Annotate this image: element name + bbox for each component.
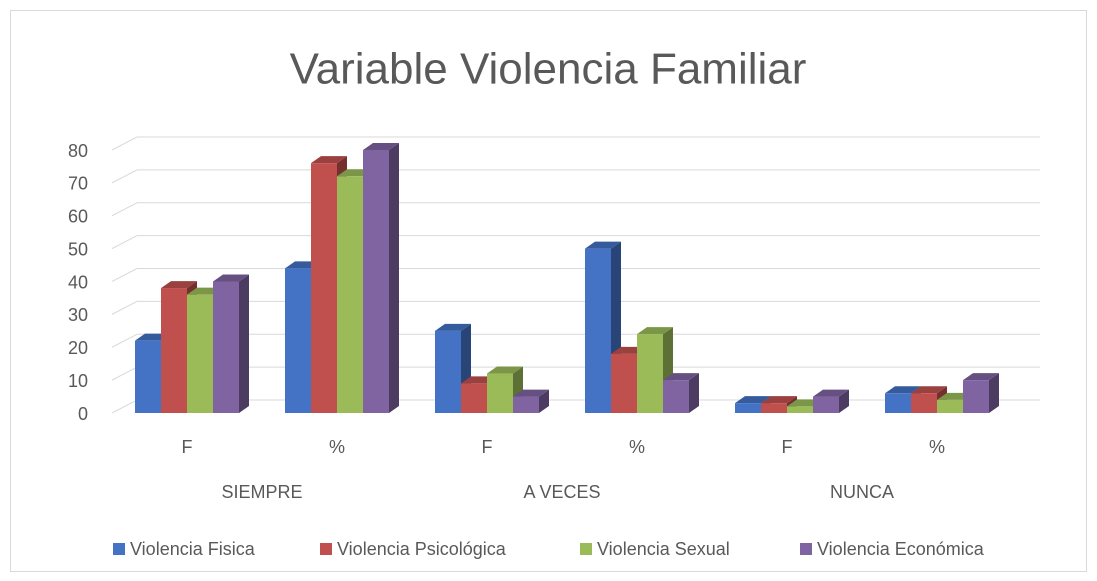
- bar-face: [435, 323, 471, 331]
- x-tick-label: %: [629, 437, 645, 457]
- bar-face: [213, 281, 239, 413]
- grid-line: [111, 333, 1040, 348]
- bar-face: [813, 396, 839, 413]
- bar: [963, 373, 999, 413]
- y-tick-label: 50: [68, 239, 88, 259]
- x-tick-label: F: [482, 437, 493, 457]
- bar-face: [135, 340, 161, 413]
- bar-face: [761, 403, 787, 413]
- bar-face: [611, 353, 637, 413]
- group-label: A VECES: [523, 482, 600, 502]
- bar-face: [187, 294, 213, 413]
- bar-face: [989, 373, 999, 413]
- bar: [513, 389, 549, 413]
- bar-face: [213, 274, 249, 282]
- bar-face: [585, 241, 621, 249]
- y-tick-label: 70: [68, 174, 88, 194]
- bar-face: [389, 143, 399, 413]
- bar-face: [637, 327, 673, 335]
- bar-face: [585, 248, 611, 413]
- bar-face: [311, 163, 337, 413]
- x-tick-label: %: [329, 437, 345, 457]
- bar-face: [813, 389, 849, 397]
- bar: [585, 241, 621, 413]
- grid-line: [111, 202, 1040, 217]
- y-tick-label: 60: [68, 207, 88, 227]
- legend-swatch: [113, 543, 125, 555]
- y-tick-label: 30: [68, 305, 88, 325]
- bar-face: [513, 396, 539, 413]
- grid-line: [111, 169, 1040, 184]
- grid-line: [111, 235, 1040, 250]
- bar-face: [487, 366, 523, 374]
- bar-face: [911, 386, 947, 394]
- x-tick-label: F: [782, 437, 793, 457]
- grid-line: [111, 268, 1040, 282]
- bar: [363, 143, 399, 413]
- bar-face: [761, 396, 797, 404]
- bar-face: [637, 334, 663, 413]
- legend-label: Violencia Psicológica: [337, 539, 507, 559]
- legend-swatch: [320, 543, 332, 555]
- legend-swatch: [580, 543, 592, 555]
- legend-swatch: [800, 543, 812, 555]
- legend-label: Violencia Económica: [817, 539, 985, 559]
- y-tick-label: 0: [78, 404, 88, 424]
- bar: [213, 274, 249, 413]
- group-label: SIEMPRE: [221, 482, 302, 502]
- bar-face: [735, 403, 761, 413]
- bar-face: [311, 156, 347, 164]
- bar-face: [885, 393, 911, 413]
- bar-face: [285, 268, 311, 413]
- bar-face: [161, 288, 187, 413]
- bar-face: [461, 383, 487, 413]
- bar-face: [363, 150, 389, 413]
- bar-face: [963, 373, 999, 381]
- bar-face: [363, 143, 399, 150]
- bar-face: [487, 373, 513, 413]
- x-tick-label: %: [929, 437, 945, 457]
- bar-face: [937, 399, 963, 413]
- x-tick-label: F: [182, 437, 193, 457]
- bar-face: [787, 406, 813, 413]
- bar: [663, 373, 699, 413]
- bar-face: [539, 389, 549, 413]
- bar-face: [963, 380, 989, 413]
- y-tick-label: 20: [68, 338, 88, 358]
- bar-face: [161, 281, 197, 289]
- y-tick-label: 10: [68, 371, 88, 391]
- legend-label: Violencia Fisica: [130, 539, 256, 559]
- y-tick-label: 40: [68, 272, 88, 292]
- chart-title: Variable Violencia Familiar: [290, 45, 807, 94]
- bar-face: [839, 389, 849, 413]
- grid-line: [111, 300, 1040, 315]
- bar-face: [663, 380, 689, 413]
- legend-label: Violencia Sexual: [597, 539, 730, 559]
- bar-face: [513, 389, 549, 397]
- bar-face: [239, 274, 249, 413]
- bar-face: [735, 396, 771, 404]
- bar: [813, 389, 849, 413]
- bar-face: [689, 373, 699, 413]
- bar-face: [337, 176, 363, 413]
- bar-face: [663, 373, 699, 381]
- bar-face: [435, 330, 461, 413]
- bar-face: [911, 393, 937, 413]
- group-label: NUNCA: [830, 482, 894, 502]
- y-tick-label: 80: [68, 141, 88, 161]
- grid-line: [111, 136, 1040, 151]
- bar-face: [885, 386, 921, 394]
